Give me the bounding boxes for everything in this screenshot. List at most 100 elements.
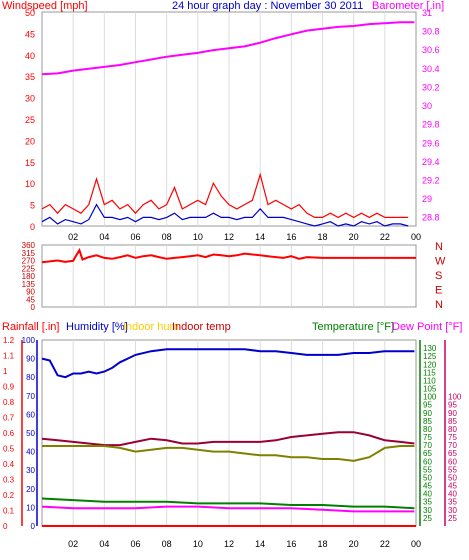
baro-tick-label: 29 xyxy=(422,194,432,204)
dewpoint-tick-label: 50 xyxy=(448,473,457,482)
time-tick-label: 02 xyxy=(68,232,78,242)
wind-direction-line xyxy=(41,247,416,264)
temperature-tick-label: 80 xyxy=(423,425,432,434)
wind-barometer-chart: Windspeed [mph] 24 hour graph day : Nove… xyxy=(2,0,444,242)
wind-tick-label: 35 xyxy=(25,72,35,82)
temperature-tick-label: 55 xyxy=(423,465,432,474)
baro-tick-label: 29.6 xyxy=(422,138,440,148)
barometer-line xyxy=(41,21,415,76)
dewpoint-tick-label: 90 xyxy=(448,409,457,418)
temperature-tick-label: 90 xyxy=(423,409,432,418)
temperature-tick-label: 100 xyxy=(423,393,437,402)
time-tick-label: 14 xyxy=(255,232,265,242)
dewpoint-axis-label: Dew Point [°F] xyxy=(392,321,462,333)
compass-label: S xyxy=(435,270,442,282)
time-tick-label: 16 xyxy=(286,232,296,242)
temperature-tick-label: 120 xyxy=(423,360,437,369)
time-tick-label: 00 xyxy=(411,232,421,242)
time-tick-label: 18 xyxy=(317,232,327,242)
baro-tick-label: 29.8 xyxy=(422,120,440,130)
rain-tick-label: 0 xyxy=(3,522,8,531)
temperature-tick-label: 40 xyxy=(423,490,432,499)
baro-tick-label: 30 xyxy=(422,101,432,111)
barometer-axis-label: Barometer [.in] xyxy=(372,0,444,12)
dewpoint-tick-label: 35 xyxy=(448,498,457,507)
temperature-tick-label: 110 xyxy=(423,376,436,385)
time-tick-label: 22 xyxy=(380,539,390,549)
direction-tick-label: 45 xyxy=(26,295,35,304)
temperature-tick-label: 70 xyxy=(423,441,432,450)
time-tick-label: 20 xyxy=(349,232,359,242)
humidity-tick-label: 10 xyxy=(26,503,35,512)
rain-tick-label: 0.3 xyxy=(3,476,15,485)
time-tick-label: 06 xyxy=(130,232,140,242)
time-tick-label: 00 xyxy=(411,539,421,549)
baro-tick-label: 30.2 xyxy=(422,82,440,92)
temperature-tick-label: 45 xyxy=(423,482,432,491)
rain-tick-label: 0.5 xyxy=(3,445,15,454)
baro-tick-label: 28.8 xyxy=(422,213,440,223)
dewpoint-line xyxy=(41,505,415,513)
temperature-tick-label: 85 xyxy=(423,417,432,426)
dewpoint-tick-label: 45 xyxy=(448,482,457,491)
baro-tick-label: 31 xyxy=(422,8,432,18)
time-tick-label: 04 xyxy=(99,539,109,549)
wind-tick-label: 10 xyxy=(25,179,35,189)
time-tick-label: 22 xyxy=(380,232,390,242)
rain-tick-label: 1 xyxy=(3,367,8,376)
humidity-tick-label: 70 xyxy=(26,392,35,401)
time-tick-label: 02 xyxy=(68,539,78,549)
wind-tick-label: 25 xyxy=(25,115,35,125)
dewpoint-tick-label: 65 xyxy=(448,449,457,458)
time-tick-label: 20 xyxy=(349,539,359,549)
wind-avg-line xyxy=(41,203,409,227)
direction-tick-label: 135 xyxy=(22,280,36,289)
humidity-tick-label: 20 xyxy=(26,485,35,494)
rain-tick-label: 0.7 xyxy=(3,414,15,423)
baro-tick-label: 29.2 xyxy=(422,175,440,185)
temperature-tick-label: 125 xyxy=(423,352,437,361)
humidity-tick-label: 80 xyxy=(26,373,35,382)
baro-tick-label: 30.8 xyxy=(422,27,440,37)
humidity-line xyxy=(41,348,415,379)
baro-tick-label: 29.4 xyxy=(422,157,440,167)
time-tick-label: 10 xyxy=(193,539,203,549)
dewpoint-tick-label: 80 xyxy=(448,425,457,434)
humidity-tick-label: 60 xyxy=(26,410,35,419)
dewpoint-tick-label: 40 xyxy=(448,490,457,499)
compass-label: E xyxy=(435,285,442,297)
rain-tick-label: 0.4 xyxy=(3,460,15,469)
temperature-tick-label: 60 xyxy=(423,457,432,466)
dewpoint-tick-label: 100 xyxy=(448,393,462,402)
time-tick-label: 18 xyxy=(317,539,327,549)
wind-tick-label: 50 xyxy=(25,8,35,18)
humidity-tick-label: 90 xyxy=(26,355,35,364)
indoor-temp-label: Indoor temp xyxy=(172,321,231,333)
wind-tick-label: 45 xyxy=(25,29,35,39)
humidity-tick-label: 40 xyxy=(26,448,35,457)
dewpoint-tick-label: 60 xyxy=(448,457,457,466)
direction-tick-label: 270 xyxy=(22,257,36,266)
baro-tick-label: 30.4 xyxy=(422,64,440,74)
temperature-tick-label: 25 xyxy=(423,514,432,523)
time-tick-label: 04 xyxy=(99,232,109,242)
dewpoint-tick-label: 85 xyxy=(448,417,457,426)
dewpoint-tick-label: 70 xyxy=(448,441,457,450)
wind-gust-line xyxy=(41,172,409,219)
time-tick-label: 14 xyxy=(255,539,265,549)
time-tick-label: 10 xyxy=(193,232,203,242)
rain-tick-label: 0.9 xyxy=(3,383,15,392)
direction-tick-label: 360 xyxy=(22,241,36,250)
compass-label: N xyxy=(435,241,443,253)
humidity-temperature-chart: Rainfall [.in] Humidity [%] Indoor hum I… xyxy=(2,321,462,549)
wind-axis-label: Windspeed [mph] xyxy=(2,0,88,12)
rain-tick-label: 0.6 xyxy=(3,429,15,438)
chart-title: 24 hour graph day : November 30 2011 xyxy=(172,0,363,12)
rain-tick-label: 0.8 xyxy=(3,398,15,407)
dewpoint-tick-label: 25 xyxy=(448,514,457,523)
compass-label: N xyxy=(435,299,443,311)
temperature-tick-label: 30 xyxy=(423,506,432,515)
time-tick-label: 08 xyxy=(162,232,172,242)
